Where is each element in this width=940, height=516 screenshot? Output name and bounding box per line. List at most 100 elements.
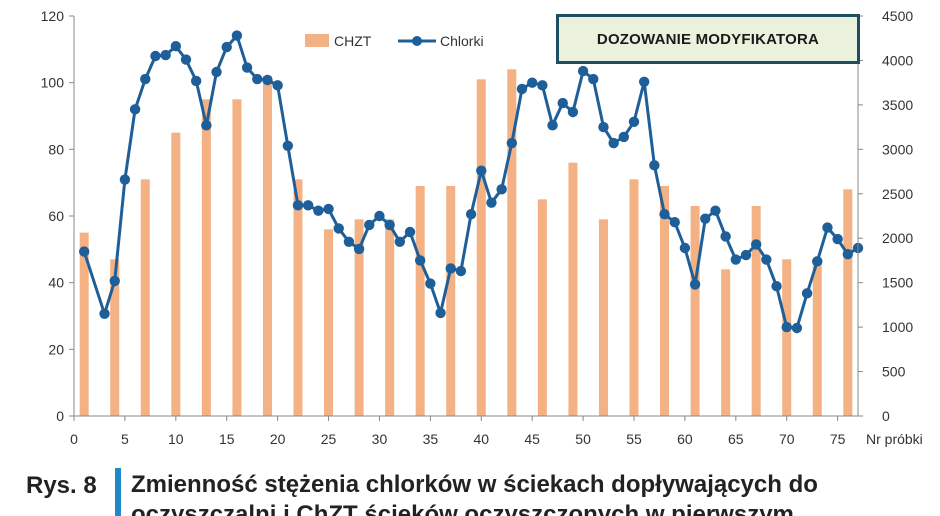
chlorki-point-61 — [700, 213, 711, 224]
x-tick-label: 10 — [168, 431, 184, 447]
chlorki-point-34 — [425, 278, 436, 289]
caption-text: Zmienność stężenia chlorków w ściekach d… — [131, 471, 818, 516]
y-right-tick-label: 3500 — [882, 97, 913, 113]
chzt-bar-25 — [812, 259, 822, 416]
legend-chzt-swatch — [305, 34, 329, 47]
chlorki-point-31 — [394, 236, 406, 247]
x-tick-label: 20 — [270, 431, 286, 447]
chlorki-point-17 — [252, 73, 263, 85]
y-right-tick-label: 500 — [882, 364, 906, 380]
chzt-bar-19 — [629, 179, 639, 416]
chzt-bar-16 — [537, 199, 547, 416]
chlorki-point-50 — [588, 73, 599, 85]
chlorki-line — [82, 34, 859, 330]
chzt-bar-23 — [751, 206, 761, 416]
x-tick-label: 40 — [473, 431, 489, 447]
chlorki-point-36 — [445, 263, 456, 274]
caption-label: Rys. 8 — [26, 472, 97, 499]
y-right-tick-label: 1000 — [882, 319, 913, 335]
chlorki-point-48 — [567, 106, 579, 118]
chlorki-point-75 — [842, 249, 854, 260]
chlorki-point-30 — [384, 219, 395, 231]
chzt-bar-8 — [293, 179, 303, 416]
chzt-bar-24 — [782, 259, 792, 416]
chlorki-point-58 — [669, 217, 680, 228]
x-tick-label: 50 — [575, 431, 591, 447]
chlorki-point-51 — [598, 121, 609, 133]
chzt-bar-7 — [262, 76, 272, 416]
chlorki-point-26 — [343, 236, 355, 247]
x-tick-label: 65 — [728, 431, 744, 447]
chlorki-point-32 — [404, 226, 416, 238]
y-right-tick-label: 2500 — [882, 186, 913, 202]
chlorki-point-10 — [180, 54, 192, 65]
chzt-bar-17 — [568, 162, 578, 416]
chlorki-point-46 — [547, 120, 558, 131]
chlorki-point-29 — [374, 210, 385, 222]
chlorki-point-18 — [262, 74, 273, 86]
chzt-bar-11 — [385, 219, 395, 416]
chzt-bars — [79, 69, 853, 416]
chlorki-point-63 — [720, 231, 731, 242]
chzt-bar-2 — [110, 259, 120, 416]
axes: 0204060801001200500100015002000250030003… — [41, 8, 923, 447]
chlorki-point-42 — [506, 137, 518, 149]
chlorki-point-56 — [649, 160, 660, 171]
legend-chzt-label: CHZT — [334, 33, 372, 49]
chlorki-point-6 — [140, 73, 151, 85]
legend-chlorki-marker — [412, 36, 422, 46]
chlorki-point-37 — [455, 265, 467, 277]
chlorki-point-25 — [333, 223, 344, 234]
chlorki-point-55 — [638, 76, 650, 87]
chlorki-point-2 — [99, 308, 110, 319]
chzt-bar-20 — [660, 186, 670, 416]
chlorki-point-19 — [272, 80, 283, 91]
chlorki-point-67 — [761, 254, 772, 265]
x-axis-title: Nr próbki — [866, 431, 923, 447]
y-right-tick-label: 4000 — [882, 52, 913, 68]
figure-caption: Rys. 8 Zmienność stężenia chlorków w ści… — [0, 462, 940, 516]
y-right-tick-label: 0 — [882, 408, 890, 424]
chlorki-point-16 — [241, 62, 253, 73]
chlorki-point-14 — [221, 41, 232, 53]
chzt-bar-21 — [690, 206, 700, 416]
chlorki-point-7 — [150, 50, 161, 62]
chzt-bar-5 — [201, 99, 211, 416]
y-right-tick-label: 4500 — [882, 8, 913, 24]
chlorki-point-57 — [659, 209, 670, 220]
chlorki-point-38 — [465, 209, 477, 220]
chzt-bar-15 — [507, 69, 517, 416]
chlorki-point-1 — [78, 246, 90, 257]
chlorki-point-28 — [364, 219, 375, 231]
chzt-bar-3 — [140, 179, 150, 416]
chzt-bar-22 — [721, 269, 731, 416]
x-tick-label: 35 — [423, 431, 439, 447]
chzt-bar-1 — [79, 232, 89, 416]
chlorki-point-24 — [323, 203, 334, 215]
chlorki-point-44 — [526, 77, 538, 88]
chlorki-point-11 — [190, 75, 202, 87]
x-tick-label: 25 — [321, 431, 337, 447]
chzt-bar-10 — [354, 219, 364, 416]
x-tick-label: 45 — [524, 431, 540, 447]
chlorki-point-54 — [628, 116, 640, 127]
chlorki-point-23 — [313, 205, 324, 216]
caption-accent-bar — [115, 468, 121, 516]
chlorki-point-43 — [516, 83, 528, 95]
chlorki-point-21 — [292, 200, 304, 211]
chlorki-point-68 — [771, 281, 782, 292]
y-left-tick-label: 80 — [48, 141, 64, 157]
chlorki-point-66 — [750, 239, 762, 250]
chlorki-point-71 — [801, 288, 813, 299]
y-right-tick-label: 1500 — [882, 275, 913, 291]
x-tick-label: 15 — [219, 431, 235, 447]
chlorki-point-40 — [486, 197, 497, 208]
chlorki-point-74 — [832, 233, 843, 245]
chzt-bar-26 — [843, 189, 853, 416]
chlorki-point-60 — [689, 279, 701, 290]
chzt-bar-12 — [415, 186, 425, 416]
chlorki-point-73 — [822, 222, 833, 233]
dosing-banner: DOZOWANIE MODYFIKATORA — [556, 14, 860, 64]
chlorki-point-62 — [710, 205, 721, 216]
chzt-bar-18 — [598, 219, 608, 416]
